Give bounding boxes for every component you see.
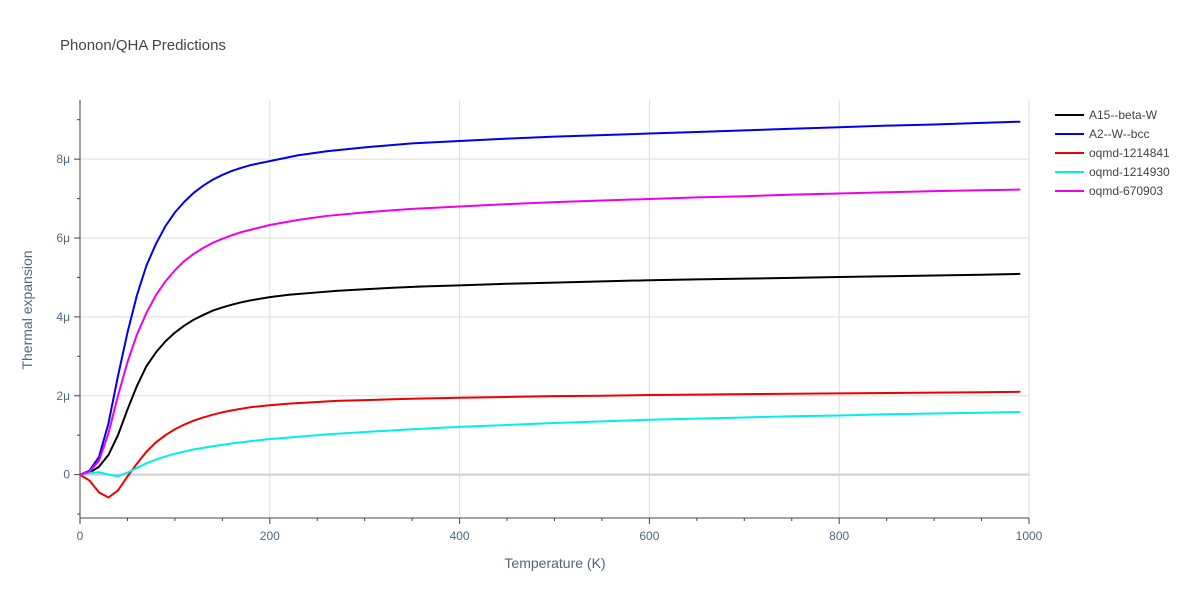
x-tick-label: 1000 (1016, 529, 1043, 543)
y-tick-label: 4μ (56, 310, 70, 324)
y-tick-label: 8μ (56, 152, 70, 166)
legend-label-a15-beta-w: A15--beta-W (1089, 108, 1158, 122)
x-tick-label: 0 (77, 529, 84, 543)
y-tick-label: 6μ (56, 231, 70, 245)
series-line-a15-beta-w (79, 272, 1021, 476)
series-line-oqmd-670903 (79, 188, 1021, 476)
series-line-oqmd-1214930 (79, 410, 1021, 478)
legend-label-a2-w-bcc: A2--W--bcc (1089, 127, 1149, 141)
grid (80, 100, 1030, 518)
chart-title: Phonon/QHA Predictions (60, 37, 226, 54)
plot-area (79, 120, 1021, 499)
legend: A15--beta-W A2--W--bcc oqmd-1214841 oqmd-12… (1055, 108, 1170, 198)
series-line-oqmd-1214841 (79, 390, 1021, 499)
y-axis-title: Thermal expansion (19, 250, 35, 369)
legend-label-oqmd-1214841: oqmd-1214841 (1089, 146, 1170, 160)
legend-label-oqmd-670903: oqmd-670903 (1089, 184, 1163, 198)
x-axis-title: Temperature (K) (504, 555, 605, 571)
x-tick-label: 400 (450, 529, 470, 543)
y-tick-label: 0 (63, 468, 70, 482)
x-tick-label: 600 (639, 529, 659, 543)
legend-label-oqmd-1214930: oqmd-1214930 (1089, 165, 1170, 179)
axes: 0 200 400 600 800 1000 0 2μ 4μ 6μ 8μ (56, 100, 1043, 543)
y-tick-label: 2μ (56, 389, 70, 403)
x-tick-label: 800 (829, 529, 849, 543)
x-tick-label: 200 (260, 529, 280, 543)
series-line-a2-w-bcc (79, 120, 1021, 476)
